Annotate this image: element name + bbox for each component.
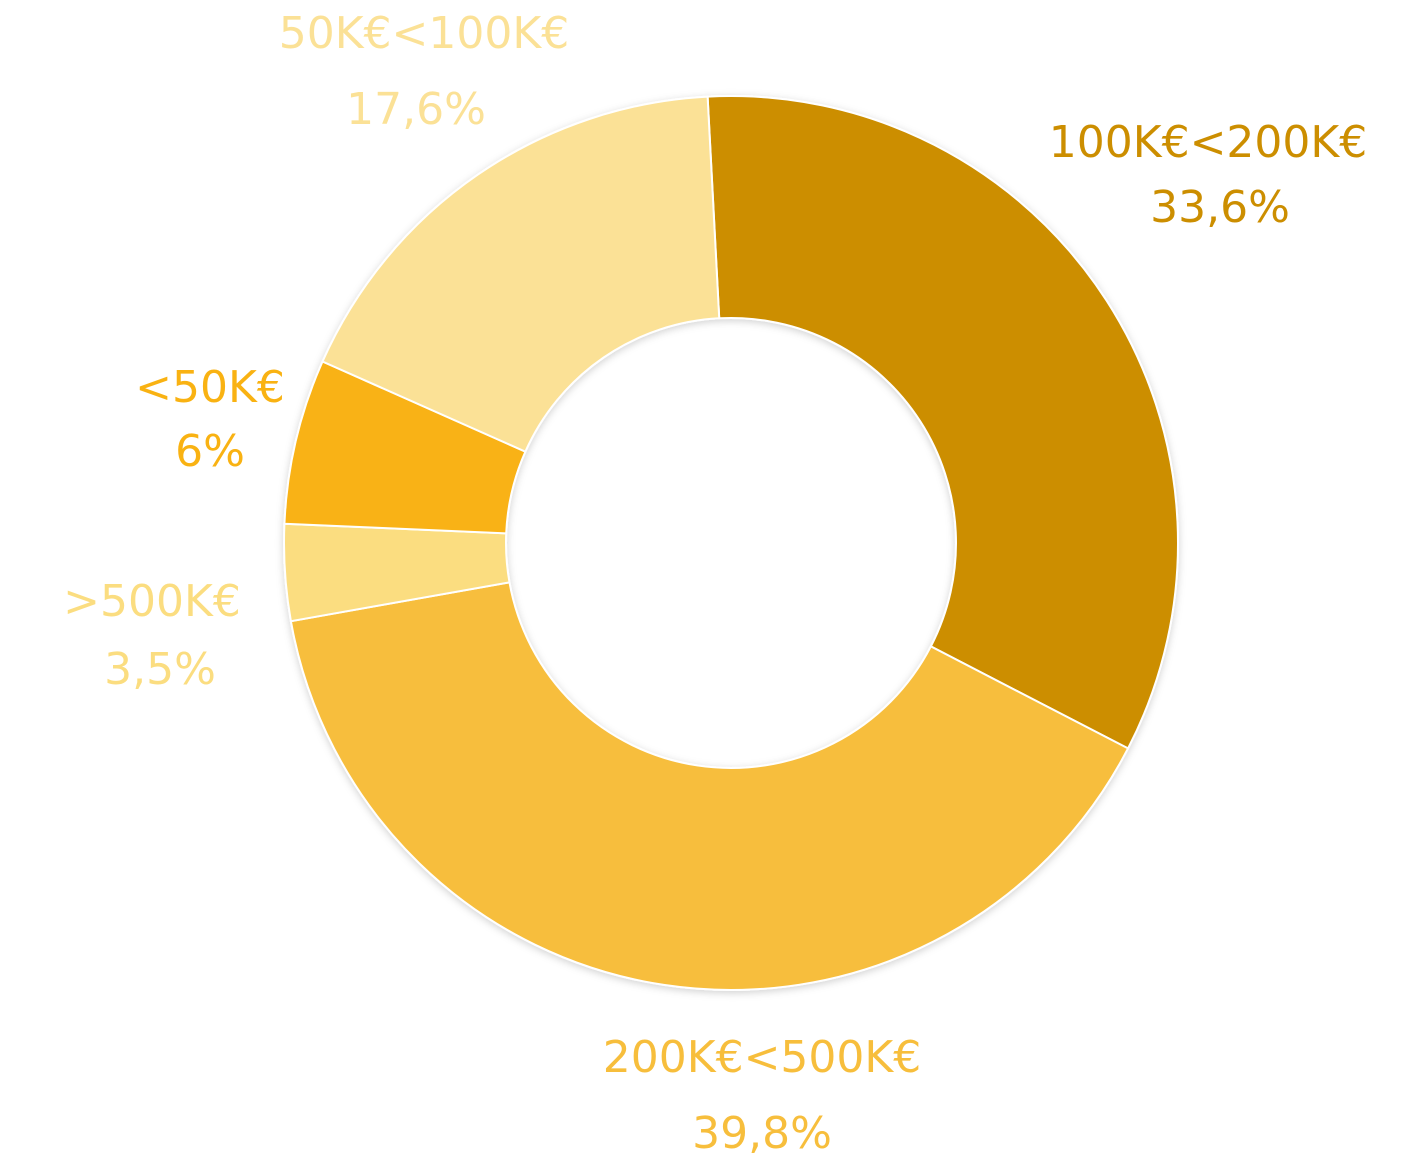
slice-label: <50K€ (135, 362, 285, 413)
value-label: 33,6% (1150, 182, 1290, 233)
slice (706, 95, 1179, 750)
slice-label: 100K€<200K€ (1049, 117, 1368, 168)
donut (283, 95, 1179, 991)
slice-label: >500K€ (63, 576, 241, 627)
slice-label: 50K€<100K€ (279, 8, 570, 59)
value-label: 39,8% (692, 1108, 832, 1159)
slice (321, 95, 721, 453)
value-label: 3,5% (104, 644, 216, 695)
slice (289, 581, 1130, 991)
value-label: 6% (175, 426, 245, 477)
value-label: 17,6% (346, 84, 486, 135)
slice-label: 200K€<500K€ (603, 1032, 922, 1083)
